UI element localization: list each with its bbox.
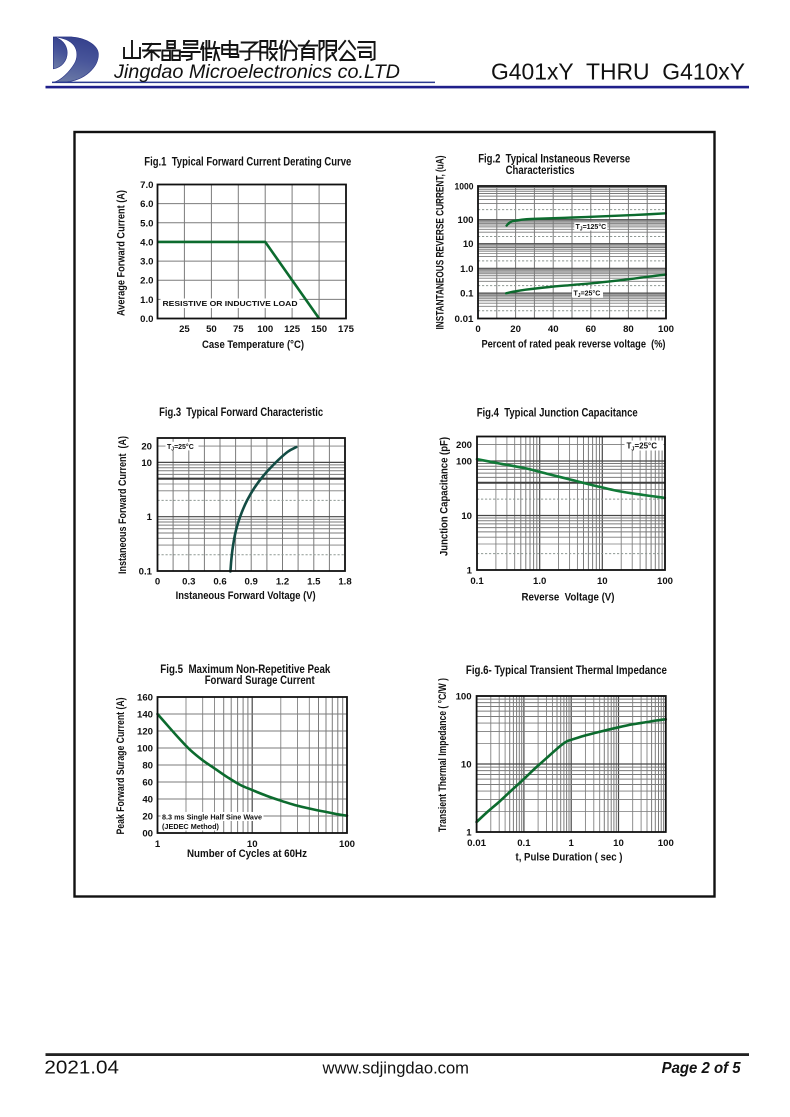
svg-text:0: 0 (155, 577, 160, 588)
svg-text:Jingdao Microelectronics co.LT: Jingdao Microelectronics co.LTD (113, 61, 400, 83)
svg-text:INSTANTANEOUS REVERSE CURRENT,: INSTANTANEOUS REVERSE CURRENT, (uA) (435, 155, 447, 329)
svg-text:Instaneous Forward Voltage (V): Instaneous Forward Voltage (V) (176, 590, 316, 602)
svg-text:10: 10 (247, 839, 258, 850)
svg-text:0.01: 0.01 (455, 314, 475, 325)
svg-text:100: 100 (257, 324, 273, 335)
svg-text:Transient Thermal Impedance (: Transient Thermal Impedance ( °C/W ) (437, 678, 449, 832)
svg-text:www.sdjingdao.com: www.sdjingdao.com (321, 1059, 469, 1077)
svg-text:80: 80 (142, 761, 153, 772)
svg-text:Percent of rated peak reverse: Percent of rated peak reverse voltage (%… (482, 339, 666, 351)
svg-text:60: 60 (142, 778, 153, 789)
svg-text:6.0: 6.0 (140, 199, 153, 210)
svg-text:1.0: 1.0 (460, 264, 473, 275)
svg-text:0.9: 0.9 (245, 577, 258, 588)
svg-text:Fig.4 Typical Junction Capaci: Fig.4 Typical Junction Capacitance (477, 406, 638, 420)
svg-text:TJ=25°C: TJ=25°C (627, 442, 658, 453)
svg-text:7.0: 7.0 (140, 180, 153, 191)
svg-text:150: 150 (311, 324, 327, 335)
svg-text:Instaneous Forward Current (A: Instaneous Forward Current (A) (117, 436, 129, 574)
svg-text:100: 100 (339, 839, 355, 850)
svg-text:1: 1 (147, 512, 153, 523)
svg-text:100: 100 (456, 457, 472, 468)
svg-text:20: 20 (142, 812, 153, 823)
svg-text:40: 40 (142, 795, 153, 806)
svg-text:20: 20 (510, 324, 521, 335)
svg-text:Fig.1 Typical Forward Current: Fig.1 Typical Forward Current Derating C… (144, 154, 351, 168)
svg-text:160: 160 (137, 693, 153, 704)
svg-text:10: 10 (463, 239, 474, 250)
svg-text:100: 100 (457, 215, 473, 226)
svg-text:Characteristics: Characteristics (506, 163, 575, 177)
svg-text:0.1: 0.1 (517, 838, 531, 849)
svg-text:1: 1 (466, 828, 472, 839)
svg-text:1.0: 1.0 (533, 576, 546, 587)
svg-text:0.1: 0.1 (470, 576, 484, 587)
svg-text:Fig.5 Maximum Non-Repetitive: Fig.5 Maximum Non-Repetitive Peak (160, 662, 330, 676)
svg-text:0.3: 0.3 (182, 577, 195, 588)
svg-text:0.01: 0.01 (467, 838, 487, 849)
svg-text:10: 10 (461, 760, 472, 771)
svg-text:00: 00 (142, 829, 153, 840)
svg-text:Fig.3 Typical Forward Charact: Fig.3 Typical Forward Characteristic (159, 405, 323, 419)
svg-text:1000: 1000 (455, 182, 474, 193)
svg-text:1.0: 1.0 (140, 295, 153, 306)
svg-text:(JEDEC Method): (JEDEC Method) (162, 822, 220, 831)
svg-text:50: 50 (206, 324, 217, 335)
svg-text:100: 100 (658, 324, 674, 335)
svg-text:Number of Cycles at 60Hz: Number of Cycles at 60Hz (187, 848, 307, 860)
svg-text:0.0: 0.0 (140, 314, 153, 325)
svg-text:t, Pulse Duration ( sec ): t, Pulse Duration ( sec ) (516, 852, 623, 864)
svg-text:1: 1 (569, 838, 575, 849)
svg-text:Average Forward Current (A): Average Forward Current (A) (116, 190, 128, 316)
svg-text:10: 10 (613, 838, 624, 849)
svg-text:10: 10 (461, 511, 472, 522)
svg-text:Peak Forward Surage Current (A: Peak Forward Surage Current (A) (115, 697, 127, 834)
svg-text:60: 60 (585, 324, 596, 335)
svg-text:Junction Capacitance (pF): Junction Capacitance (pF) (439, 437, 451, 556)
svg-text:1.2: 1.2 (276, 577, 289, 588)
svg-text:125: 125 (284, 324, 301, 335)
svg-text:0: 0 (475, 324, 480, 335)
svg-text:2.0: 2.0 (140, 276, 153, 287)
svg-text:TJ=25°C: TJ=25°C (574, 290, 601, 300)
svg-text:5.0: 5.0 (140, 218, 153, 229)
svg-text:10: 10 (597, 576, 608, 587)
svg-text:TJ=25°C: TJ=25°C (167, 443, 194, 453)
svg-text:100: 100 (657, 576, 673, 587)
svg-text:25: 25 (179, 324, 190, 335)
svg-text:Forward Surage Current: Forward Surage Current (205, 673, 315, 687)
svg-text:100: 100 (658, 838, 674, 849)
svg-text:Page 2 of 5: Page 2 of 5 (662, 1060, 742, 1077)
svg-text:10: 10 (141, 458, 152, 469)
svg-text:TJ=125°C: TJ=125°C (576, 223, 607, 233)
svg-text:G401xY THRU G410xY: G401xY THRU G410xY (491, 59, 745, 85)
svg-text:175: 175 (338, 324, 355, 335)
svg-text:0.1: 0.1 (460, 289, 474, 300)
svg-text:80: 80 (623, 324, 634, 335)
svg-text:40: 40 (548, 324, 559, 335)
svg-text:1.8: 1.8 (338, 577, 352, 588)
svg-text:0.6: 0.6 (213, 577, 226, 588)
svg-text:8.3 ms Single Half Sine Wave: 8.3 ms Single Half Sine Wave (162, 812, 262, 821)
svg-text:3.0: 3.0 (140, 257, 153, 268)
svg-text:0.1: 0.1 (139, 567, 153, 578)
svg-text:Fig.2 Typical Instaneous Reve: Fig.2 Typical Instaneous Reverse (478, 152, 630, 166)
svg-text:RESISTIVE OR INDUCTIVE LOAD: RESISTIVE OR INDUCTIVE LOAD (163, 299, 299, 308)
svg-text:120: 120 (137, 727, 153, 738)
svg-text:100: 100 (456, 692, 472, 703)
svg-text:Reverse Voltage (V): Reverse Voltage (V) (522, 592, 615, 604)
svg-text:140: 140 (137, 710, 153, 721)
svg-text:Case Temperature (°C): Case Temperature (°C) (202, 339, 304, 351)
svg-text:2021.04: 2021.04 (44, 1058, 119, 1078)
svg-text:20: 20 (141, 442, 152, 453)
svg-text:200: 200 (456, 440, 472, 451)
svg-text:4.0: 4.0 (140, 237, 153, 248)
svg-text:75: 75 (233, 324, 244, 335)
svg-text:Fig.6- Typical Transient Therm: Fig.6- Typical Transient Thermal Impedan… (466, 663, 667, 677)
svg-text:1.5: 1.5 (307, 577, 321, 588)
svg-text:1: 1 (155, 839, 161, 850)
svg-text:100: 100 (137, 744, 153, 755)
svg-text:1: 1 (467, 566, 473, 577)
